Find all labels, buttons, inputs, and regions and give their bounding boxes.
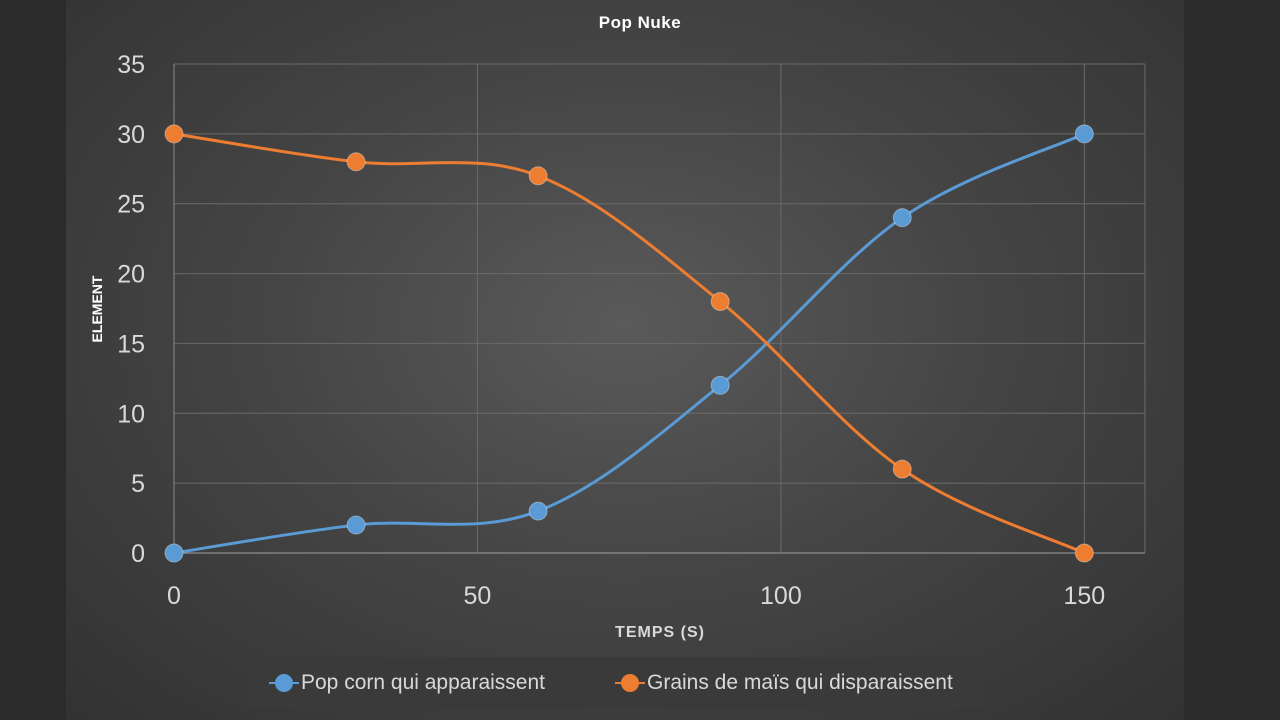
data-point bbox=[528, 501, 548, 521]
x-tick-label: 50 bbox=[464, 582, 492, 610]
data-point bbox=[164, 124, 184, 144]
y-tick-label: 10 bbox=[117, 400, 145, 428]
data-point bbox=[346, 515, 366, 535]
x-axis-label: TEMPS (S) bbox=[615, 624, 705, 641]
y-tick-label: 20 bbox=[117, 261, 145, 289]
y-tick-label: 35 bbox=[117, 51, 145, 79]
y-tick-label: 0 bbox=[131, 540, 145, 568]
data-point bbox=[1074, 124, 1094, 144]
y-axis-label: ELEMENT bbox=[89, 275, 105, 342]
legend-marker-blue bbox=[269, 671, 299, 695]
legend-item-pop-corn: Pop corn qui apparaissent bbox=[269, 671, 545, 695]
x-tick-label: 0 bbox=[167, 582, 181, 610]
legend-item-grains: Grains de maïs qui disparaissent bbox=[615, 671, 953, 695]
data-point bbox=[164, 543, 184, 563]
series-points bbox=[164, 124, 1094, 563]
x-tick-label: 150 bbox=[1063, 582, 1105, 610]
y-tick-label: 5 bbox=[131, 470, 145, 498]
chart-title: Pop Nuke bbox=[598, 13, 682, 32]
legend: Pop corn qui apparaissent Grains de maïs… bbox=[247, 657, 982, 709]
data-point bbox=[346, 152, 366, 172]
legend-label: Grains de maïs qui disparaissent bbox=[647, 671, 953, 694]
series-line-1 bbox=[173, 132, 1085, 555]
series-line-0 bbox=[173, 132, 1085, 555]
data-point bbox=[528, 166, 548, 186]
data-point bbox=[892, 208, 912, 228]
legend-label: Pop corn qui apparaissent bbox=[301, 671, 545, 694]
y-tick-label: 25 bbox=[117, 191, 145, 219]
y-tick-label: 30 bbox=[117, 121, 145, 149]
data-point bbox=[1074, 543, 1094, 563]
chart-area bbox=[66, 0, 1184, 720]
data-point bbox=[710, 292, 730, 312]
x-axis-ticks: 0 50 100 150 bbox=[167, 582, 1105, 610]
y-axis-ticks: 0 5 10 15 20 25 30 35 bbox=[117, 51, 145, 568]
data-point bbox=[892, 459, 912, 479]
x-tick-label: 100 bbox=[760, 582, 802, 610]
series-lines bbox=[173, 132, 1085, 555]
legend-marker-orange bbox=[615, 671, 645, 695]
data-point bbox=[710, 375, 730, 395]
y-tick-label: 15 bbox=[117, 330, 145, 358]
grid-lines bbox=[173, 63, 1146, 554]
